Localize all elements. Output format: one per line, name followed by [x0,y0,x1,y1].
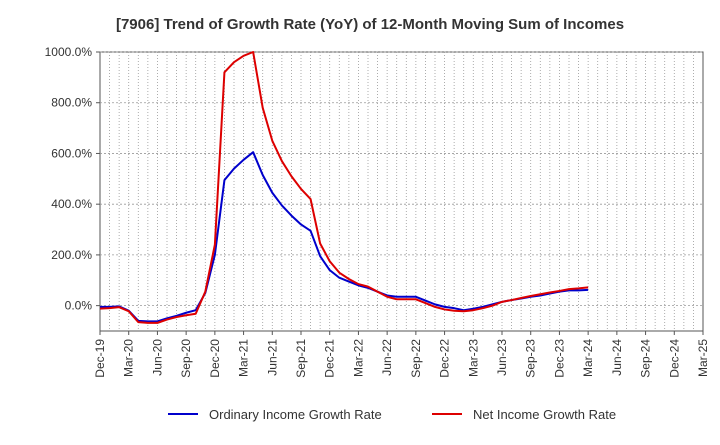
chart-title: [7906] Trend of Growth Rate (YoY) of 12-… [116,16,624,33]
x-tick-label: Sep-22 [409,339,423,378]
x-tick-label: Dec-23 [552,339,566,378]
x-tick-label: Dec-19 [93,339,107,378]
x-tick-label: Mar-23 [466,339,480,377]
legend-label-ordinary: Ordinary Income Growth Rate [209,407,382,422]
x-tick-label: Mar-24 [581,339,595,377]
y-tick-label: 400.0% [51,197,92,211]
x-tick-label: Sep-21 [294,339,308,378]
legend: Ordinary Income Growth Rate Net Income Gr… [168,407,616,422]
y-tick-label: 1000.0% [45,45,93,59]
series-line-net [99,51,589,324]
x-tick-label: Dec-22 [438,339,452,378]
x-tick-label: Sep-24 [639,339,653,378]
x-tick-label: Mar-21 [237,339,251,377]
series-layer [99,51,589,324]
x-tick-label: Mar-20 [122,339,136,377]
x-tick-label: Dec-20 [208,339,222,378]
plot-frame [99,51,704,332]
axis-layer: 0.0% 200.0% 400.0% 600.0% 800.0% 1000.0% Dec-1… [45,45,710,378]
y-tick-label: 600.0% [51,146,92,160]
x-tick-label: Jun-22 [380,339,394,376]
grid-layer [99,51,704,332]
x-tick-label: Dec-21 [323,339,337,378]
x-tick-label: Dec-24 [667,339,681,378]
y-tick-label: 0.0% [65,299,93,313]
x-tick-label: Jun-20 [150,339,164,376]
y-tick-label: 200.0% [51,248,92,262]
x-tick-label: Mar-25 [696,339,710,377]
x-tick-label: Sep-23 [524,339,538,378]
x-tick-label: Jun-24 [610,339,624,376]
x-tick-label: Mar-22 [351,339,365,377]
y-tick-label: 800.0% [51,96,92,110]
legend-label-net: Net Income Growth Rate [473,407,616,422]
x-tick-label: Jun-23 [495,339,509,376]
x-tick-label: Sep-20 [179,339,193,378]
x-tick-label: Jun-21 [265,339,279,376]
